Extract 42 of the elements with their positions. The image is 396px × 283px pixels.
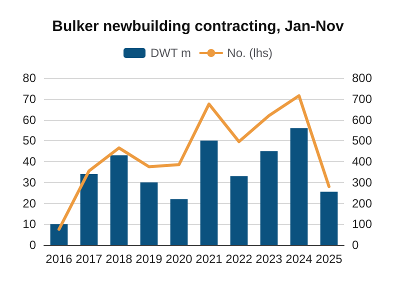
y2-tick-label: 500	[352, 134, 372, 148]
bar	[260, 151, 278, 245]
legend-label: No. (lhs)	[227, 46, 272, 60]
bar	[290, 128, 308, 245]
x-tick-label: 2019	[136, 252, 163, 266]
y-tick-label: 0	[29, 238, 36, 252]
y-tick-label: 70	[22, 92, 36, 106]
y2-tick-label: 700	[352, 92, 372, 106]
x-tick-label: 2022	[226, 252, 253, 266]
y2-tick-label: 300	[352, 175, 372, 190]
bar	[50, 224, 68, 245]
x-tick-label: 2020	[166, 252, 193, 266]
y-tick-label: 20	[22, 196, 36, 210]
y-tick-label: 80	[22, 71, 36, 85]
line-series	[58, 94, 330, 231]
y2-tick-label: 600	[352, 112, 372, 127]
y-tick-label: 60	[22, 112, 36, 127]
chart-title: Bulker newbuilding contracting, Jan-Nov	[52, 18, 344, 35]
x-tick-label: 2023	[256, 252, 283, 266]
x-tick-label: 2017	[76, 252, 103, 266]
y-tick-label: 10	[22, 217, 36, 232]
bar	[320, 192, 338, 245]
y-tick-label: 50	[22, 134, 36, 148]
x-tick-label: 2021	[196, 252, 223, 266]
y2-tick-label: 0	[352, 238, 359, 252]
bar	[110, 155, 128, 245]
y2-tick-label: 100	[352, 217, 372, 232]
bar	[200, 140, 218, 245]
y-tick-label: 40	[22, 154, 36, 168]
x-tick-label: 2018	[106, 252, 133, 266]
bar	[230, 176, 248, 245]
x-tick-label: 2025	[316, 252, 343, 266]
bar	[140, 182, 158, 245]
legend-label: DWT m	[150, 46, 191, 60]
bar	[80, 174, 98, 245]
y-tick-label: 30	[22, 175, 36, 190]
bar	[170, 199, 188, 245]
x-tick-label: 2024	[286, 252, 313, 266]
x-tick-label: 2016	[46, 252, 73, 266]
y2-tick-label: 400	[352, 154, 372, 168]
y2-tick-label: 800	[352, 71, 372, 85]
y2-tick-label: 200	[352, 196, 372, 210]
